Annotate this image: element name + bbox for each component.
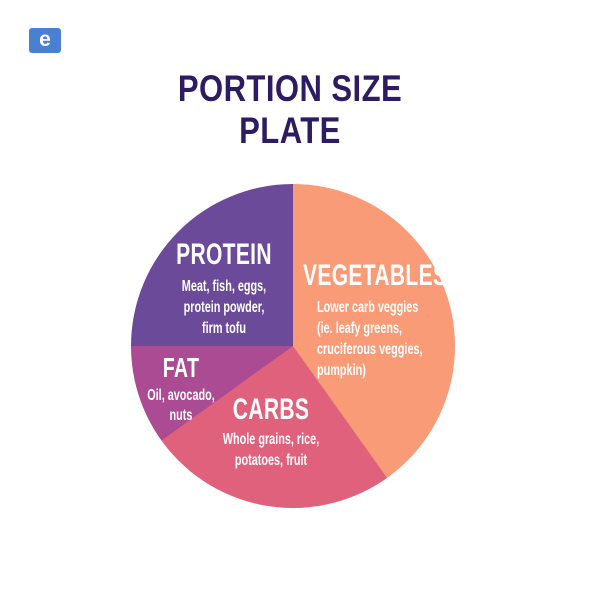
protein-heading: PROTEIN [176, 238, 272, 271]
vegetables-heading: VEGETABLES [303, 259, 448, 292]
carbs-heading: CARBS [232, 393, 310, 426]
e-logo-letter: e [39, 28, 51, 51]
vegetables-description: Lower carb veggies (ie. leafy greens, cr… [317, 299, 423, 379]
slice-label-protein: PROTEIN Meat, fish, eggs, protein powder… [147, 238, 301, 339]
e-logo: e [29, 28, 61, 53]
carbs-description: Whole grains, rice, potatoes, fruit [222, 431, 320, 469]
protein-description: Meat, fish, eggs, protein powder, firm t… [181, 278, 267, 337]
slice-label-fat: FAT Oil, avocado, nuts [122, 352, 241, 426]
slice-label-vegetables: VEGETABLES Lower carb veggies (ie. leafy… [303, 259, 457, 381]
page-title-line1: PORTION SIZE [177, 68, 403, 109]
page-title-line2: PLATE [239, 110, 341, 152]
page-title: PORTION SIZE PLATE [46, 68, 533, 152]
portion-pie-chart [131, 184, 455, 508]
fat-heading: FAT [162, 352, 200, 383]
fat-description: Oil, avocado, nuts [147, 386, 215, 424]
slice-label-carbs: CARBS Whole grains, rice, potatoes, frui… [201, 393, 341, 471]
